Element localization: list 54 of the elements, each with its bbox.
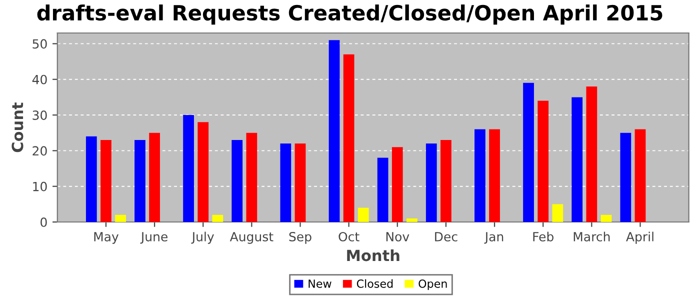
y-tick-label: 20 xyxy=(32,146,47,156)
x-tick-label: August xyxy=(230,232,274,244)
bar xyxy=(149,132,160,222)
x-tick-label: June xyxy=(140,232,168,244)
x-tick-label: Jan xyxy=(484,232,504,244)
bar xyxy=(328,40,340,222)
x-tick-label: July xyxy=(191,232,214,244)
bar xyxy=(212,214,224,222)
bar xyxy=(426,144,437,222)
legend-label: Closed xyxy=(356,279,393,288)
bar xyxy=(552,204,564,222)
bar xyxy=(538,100,549,222)
bar xyxy=(198,122,209,222)
legend-label: Open xyxy=(418,279,447,290)
bar xyxy=(474,129,486,222)
bar xyxy=(634,129,646,222)
bar xyxy=(183,115,194,222)
bar xyxy=(377,158,388,222)
bar xyxy=(392,147,403,222)
x-tick-label: Oct xyxy=(338,232,360,242)
y-tick-label: 10 xyxy=(33,182,47,192)
bar xyxy=(440,140,452,222)
y-tick-label: 0 xyxy=(40,217,47,227)
y-tick-label: 50 xyxy=(32,39,47,49)
x-tick-label: Nov xyxy=(386,232,410,242)
bar xyxy=(586,86,598,222)
bar xyxy=(489,129,500,222)
y-tick-label: 40 xyxy=(32,74,47,84)
bar xyxy=(294,144,306,222)
bar xyxy=(572,97,583,222)
x-tick-label: Sep xyxy=(289,232,312,244)
bar xyxy=(246,132,258,222)
y-tick-label: 30 xyxy=(32,110,47,120)
legend-label: New xyxy=(308,280,332,288)
bar xyxy=(406,218,418,222)
bar xyxy=(280,144,292,222)
bar xyxy=(232,140,243,222)
bar xyxy=(134,140,146,222)
bar xyxy=(115,214,126,222)
x-tick-label: March xyxy=(574,232,610,242)
bar xyxy=(358,208,369,222)
x-tick-label: Feb xyxy=(533,232,554,242)
bar xyxy=(600,214,612,222)
chart-title: drafts-eval Requests Created/Closed/Open April 2015 xyxy=(37,4,662,25)
x-tick-label: May xyxy=(94,232,119,244)
x-tick-label: April xyxy=(626,232,654,244)
bar xyxy=(100,140,112,222)
bar xyxy=(343,54,354,222)
y-axis-title: Count xyxy=(12,102,24,152)
x-tick-label: Dec xyxy=(435,232,458,242)
bar xyxy=(620,132,632,222)
x-axis-title: Month xyxy=(347,249,400,262)
bar xyxy=(523,82,534,222)
bar xyxy=(86,136,97,222)
